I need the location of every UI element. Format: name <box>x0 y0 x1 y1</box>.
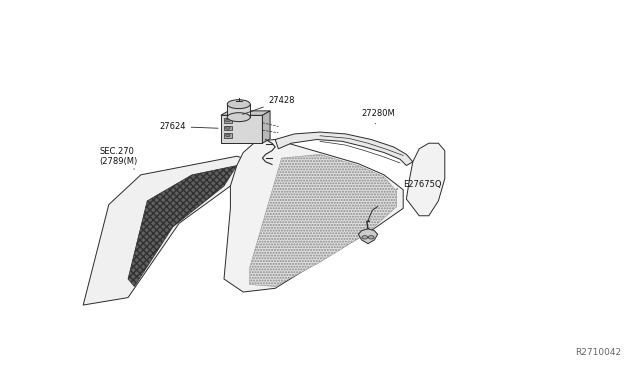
Ellipse shape <box>225 134 230 137</box>
Bar <box>224 126 232 130</box>
Text: R2710042: R2710042 <box>575 348 621 357</box>
Ellipse shape <box>369 236 374 239</box>
Bar <box>224 133 232 138</box>
Text: E27675Q: E27675Q <box>396 180 442 189</box>
Text: SEC.270
(2789(M): SEC.270 (2789(M) <box>99 147 138 169</box>
Polygon shape <box>128 166 237 286</box>
Ellipse shape <box>362 236 367 239</box>
Polygon shape <box>250 154 397 286</box>
Polygon shape <box>83 156 269 305</box>
Ellipse shape <box>227 100 250 109</box>
Text: 27428: 27428 <box>243 96 295 115</box>
Ellipse shape <box>225 126 230 129</box>
Text: 27280M: 27280M <box>362 109 396 124</box>
Polygon shape <box>221 111 270 115</box>
Polygon shape <box>224 140 403 292</box>
Polygon shape <box>406 143 445 216</box>
Ellipse shape <box>227 113 250 122</box>
Polygon shape <box>227 104 250 117</box>
Text: 27624: 27624 <box>159 122 218 131</box>
Ellipse shape <box>225 119 230 122</box>
Bar <box>224 118 232 123</box>
Polygon shape <box>358 229 378 244</box>
Polygon shape <box>262 111 270 143</box>
Polygon shape <box>275 132 413 166</box>
Polygon shape <box>221 115 262 143</box>
